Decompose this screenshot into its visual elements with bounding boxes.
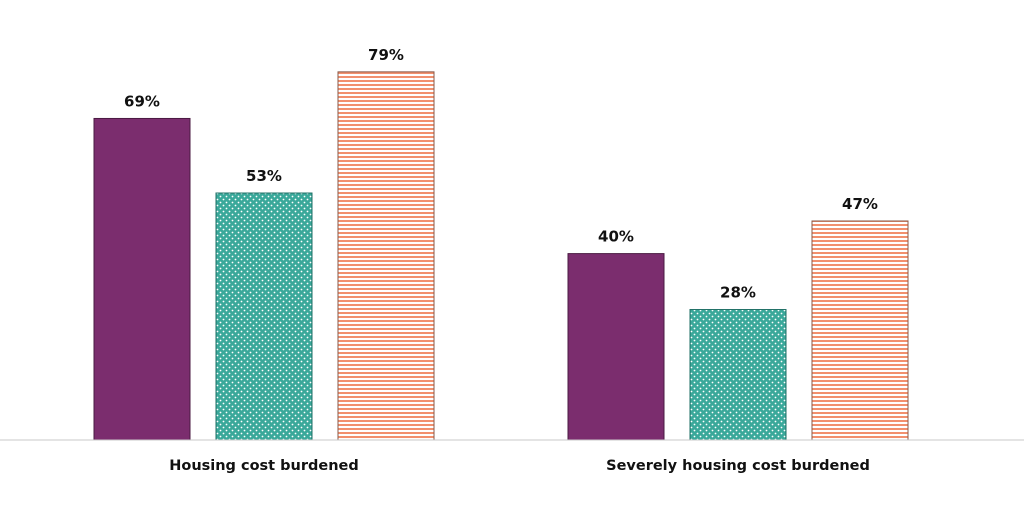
category-label-2: Severely housing cost burdened <box>606 458 870 474</box>
bar-1-1 <box>93 117 191 441</box>
data-labels-group: 69% 53% 79% 40% 28% 47% <box>124 46 878 302</box>
data-label-1-1: 69% <box>124 92 160 110</box>
category-labels-group: Housing cost burdened Severely housing co… <box>169 458 870 474</box>
data-label-1-2: 53% <box>246 167 282 185</box>
data-label-2-3: 47% <box>842 195 878 213</box>
bar-2-1 <box>567 253 665 441</box>
bar-2-3 <box>811 220 909 441</box>
bar-2-2 <box>689 309 787 441</box>
bars-group <box>93 71 909 441</box>
data-label-2-1: 40% <box>598 228 634 246</box>
data-label-2-2: 28% <box>720 284 756 302</box>
bar-1-2 <box>215 192 313 441</box>
bar-1-3 <box>337 71 435 441</box>
category-label-1: Housing cost burdened <box>169 458 359 474</box>
data-label-1-3: 79% <box>368 46 404 64</box>
